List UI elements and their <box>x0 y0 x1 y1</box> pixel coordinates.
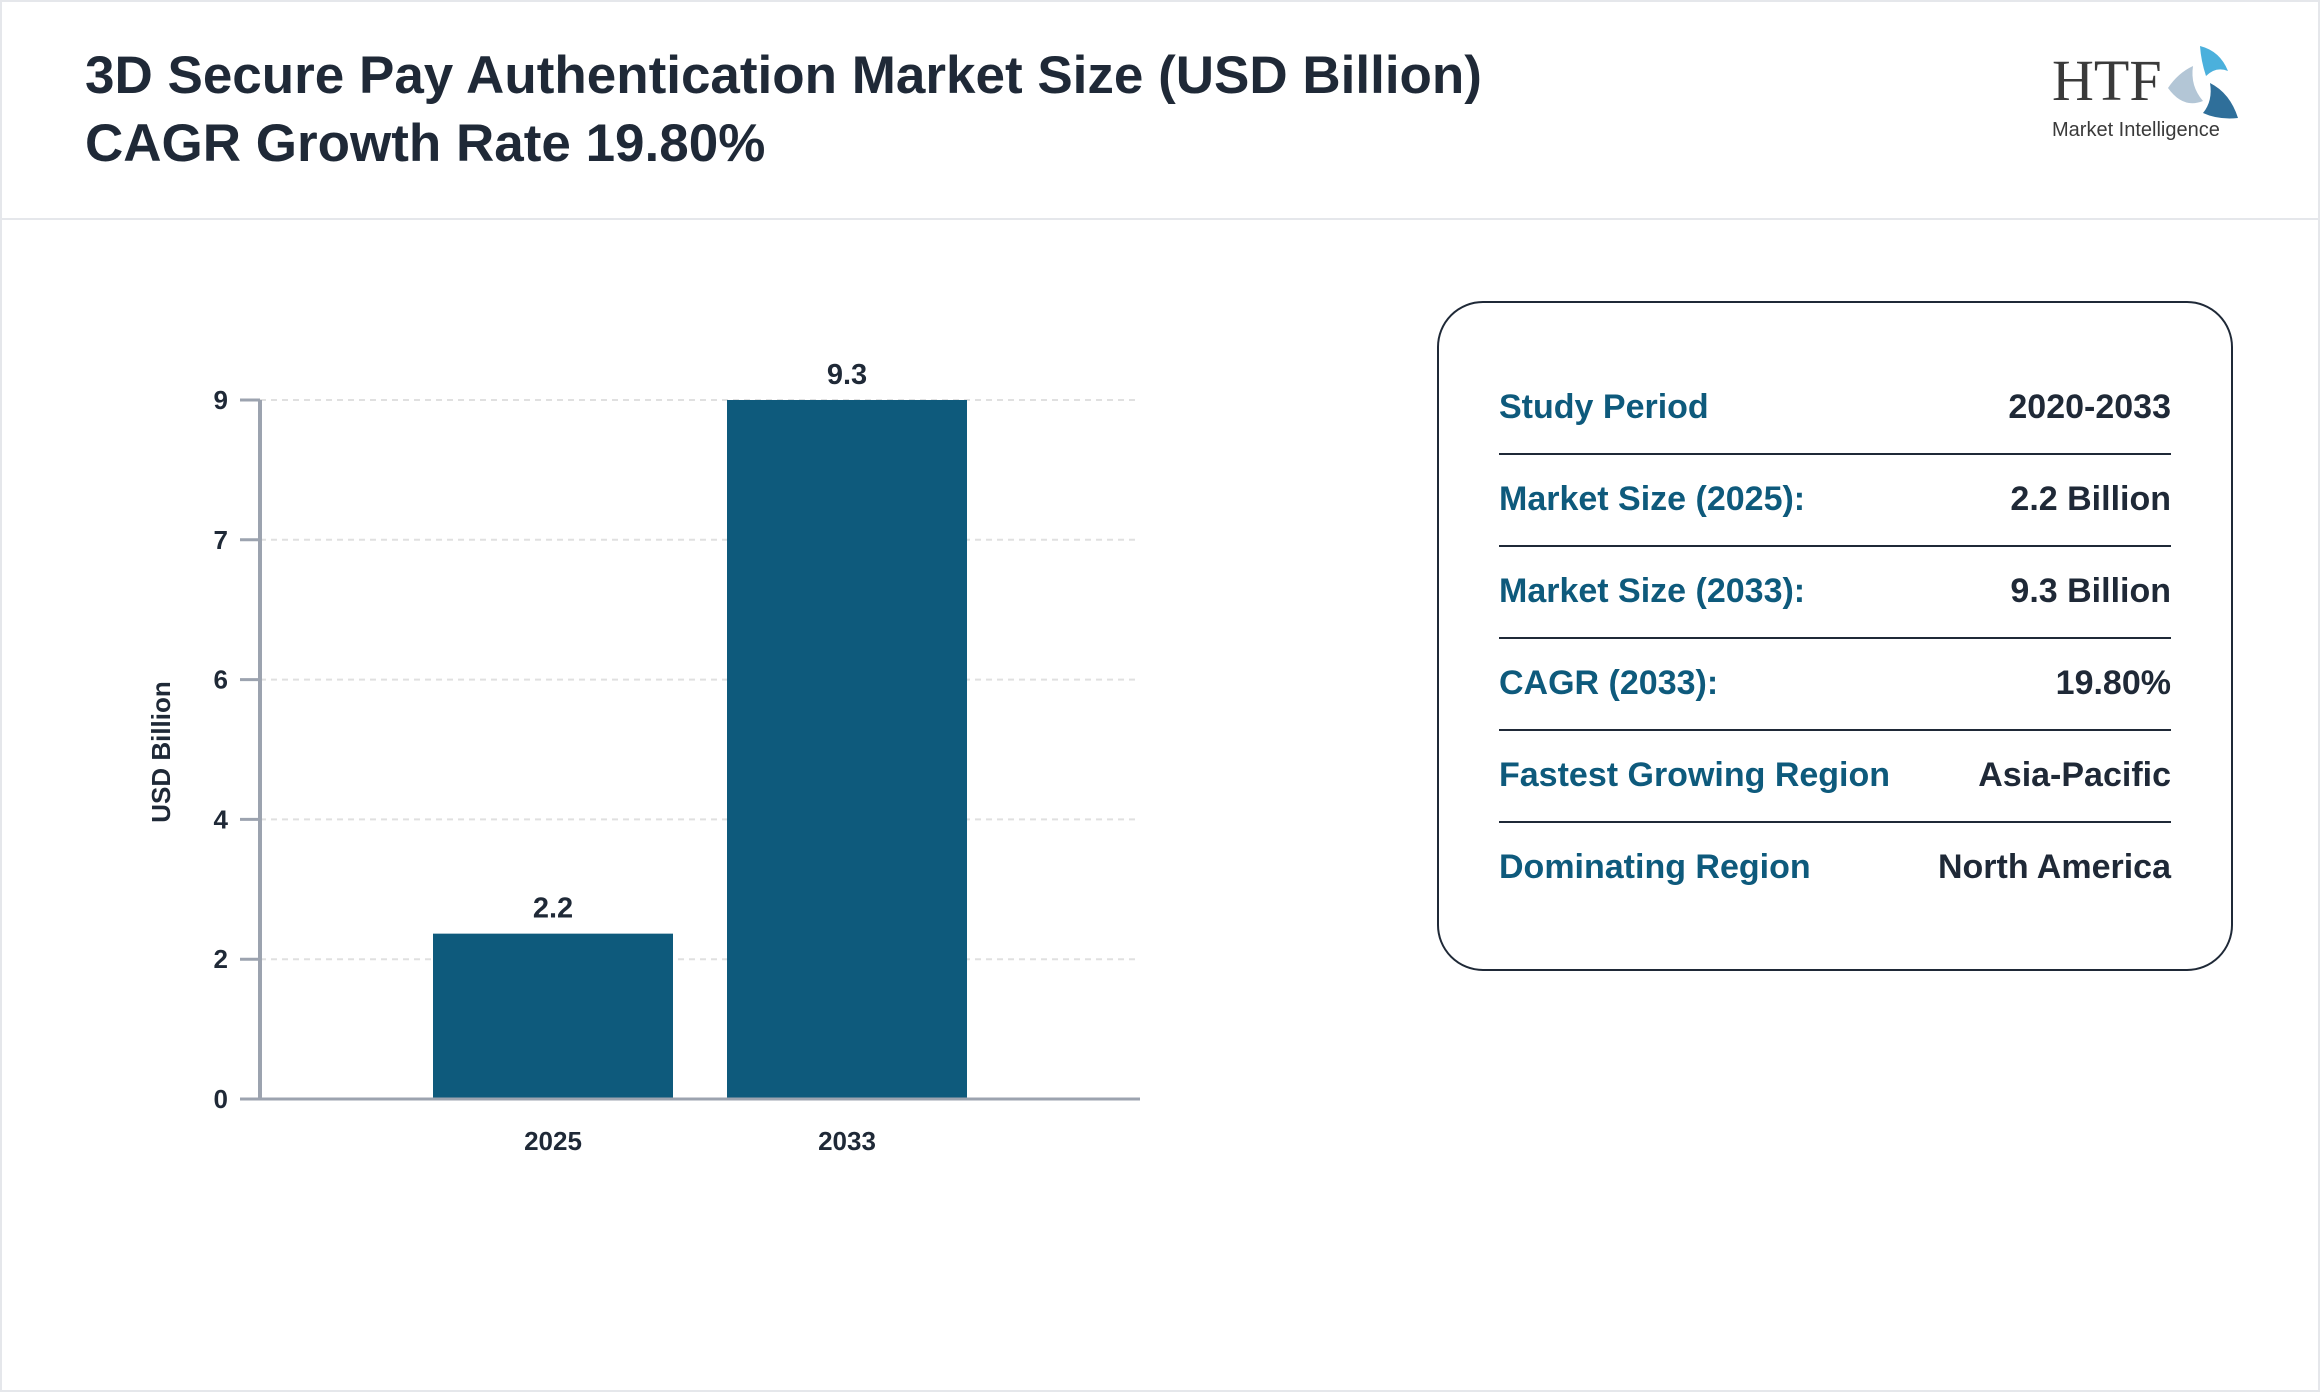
summary-value: 2020-2033 <box>2008 387 2171 426</box>
header-divider <box>2 218 2318 220</box>
summary-value: Asia-Pacific <box>1978 755 2171 794</box>
y-tick-label: 9 <box>214 385 228 415</box>
summary-label: Fastest Growing Region <box>1499 755 1891 794</box>
summary-row: Dominating Region North America <box>1499 821 2171 913</box>
bar-2025 <box>433 933 673 1099</box>
summary-label: Study Period <box>1499 387 1709 426</box>
summary-value: 2.2 Billion <box>2010 479 2171 518</box>
y-tick-label: 6 <box>214 665 228 695</box>
summary-label: CAGR (2033): <box>1499 663 1719 702</box>
summary-row: Market Size (2033): 9.3 Billion <box>1499 545 2171 639</box>
bar-value-label: 9.3 <box>827 359 867 391</box>
logo-figure-icon <box>2200 46 2228 76</box>
summary-value: 19.80% <box>2055 663 2171 702</box>
summary-label: Market Size (2025): <box>1499 479 1806 518</box>
summary-row: Study Period 2020-2033 <box>1499 361 2171 455</box>
y-tick-label: 0 <box>214 1084 228 1114</box>
bar-chart: 2.2 2025 9.3 2033 0 2 4 6 7 9 USD Billion <box>146 359 1140 1156</box>
summary-row: CAGR (2033): 19.80% <box>1499 637 2171 731</box>
y-tick-label: 4 <box>214 804 229 834</box>
y-tick-label: 2 <box>214 944 228 974</box>
logo-figure-icon <box>2203 83 2238 119</box>
y-tick-label: 7 <box>214 525 228 555</box>
summary-value: 9.3 Billion <box>2010 571 2171 610</box>
logo-figure-icon <box>2168 66 2203 104</box>
summary-label: Market Size (2033): <box>1499 571 1806 610</box>
x-tick-label: 2025 <box>524 1126 582 1156</box>
bar-value-label: 2.2 <box>533 893 573 925</box>
summary-row: Fastest Growing Region Asia-Pacific <box>1499 729 2171 823</box>
bar-2033 <box>727 400 967 1099</box>
summary-value: North America <box>1937 847 2171 886</box>
summary-panel: Study Period 2020-2033 Market Size (2025):… <box>1437 301 2233 971</box>
htf-logo: HTF Market Intelligence <box>2052 46 2238 141</box>
summary-label: Dominating Region <box>1499 847 1811 886</box>
x-tick-label: 2033 <box>818 1126 876 1156</box>
page-title: 3D Secure Pay Authentication Market Size… <box>85 46 1482 173</box>
summary-row: Market Size (2025): 2.2 Billion <box>1499 453 2171 547</box>
logo-subtext: Market Intelligence <box>2052 119 2220 141</box>
y-axis-label: USD Billion <box>146 681 176 823</box>
logo-text: HTF <box>2052 48 2162 113</box>
